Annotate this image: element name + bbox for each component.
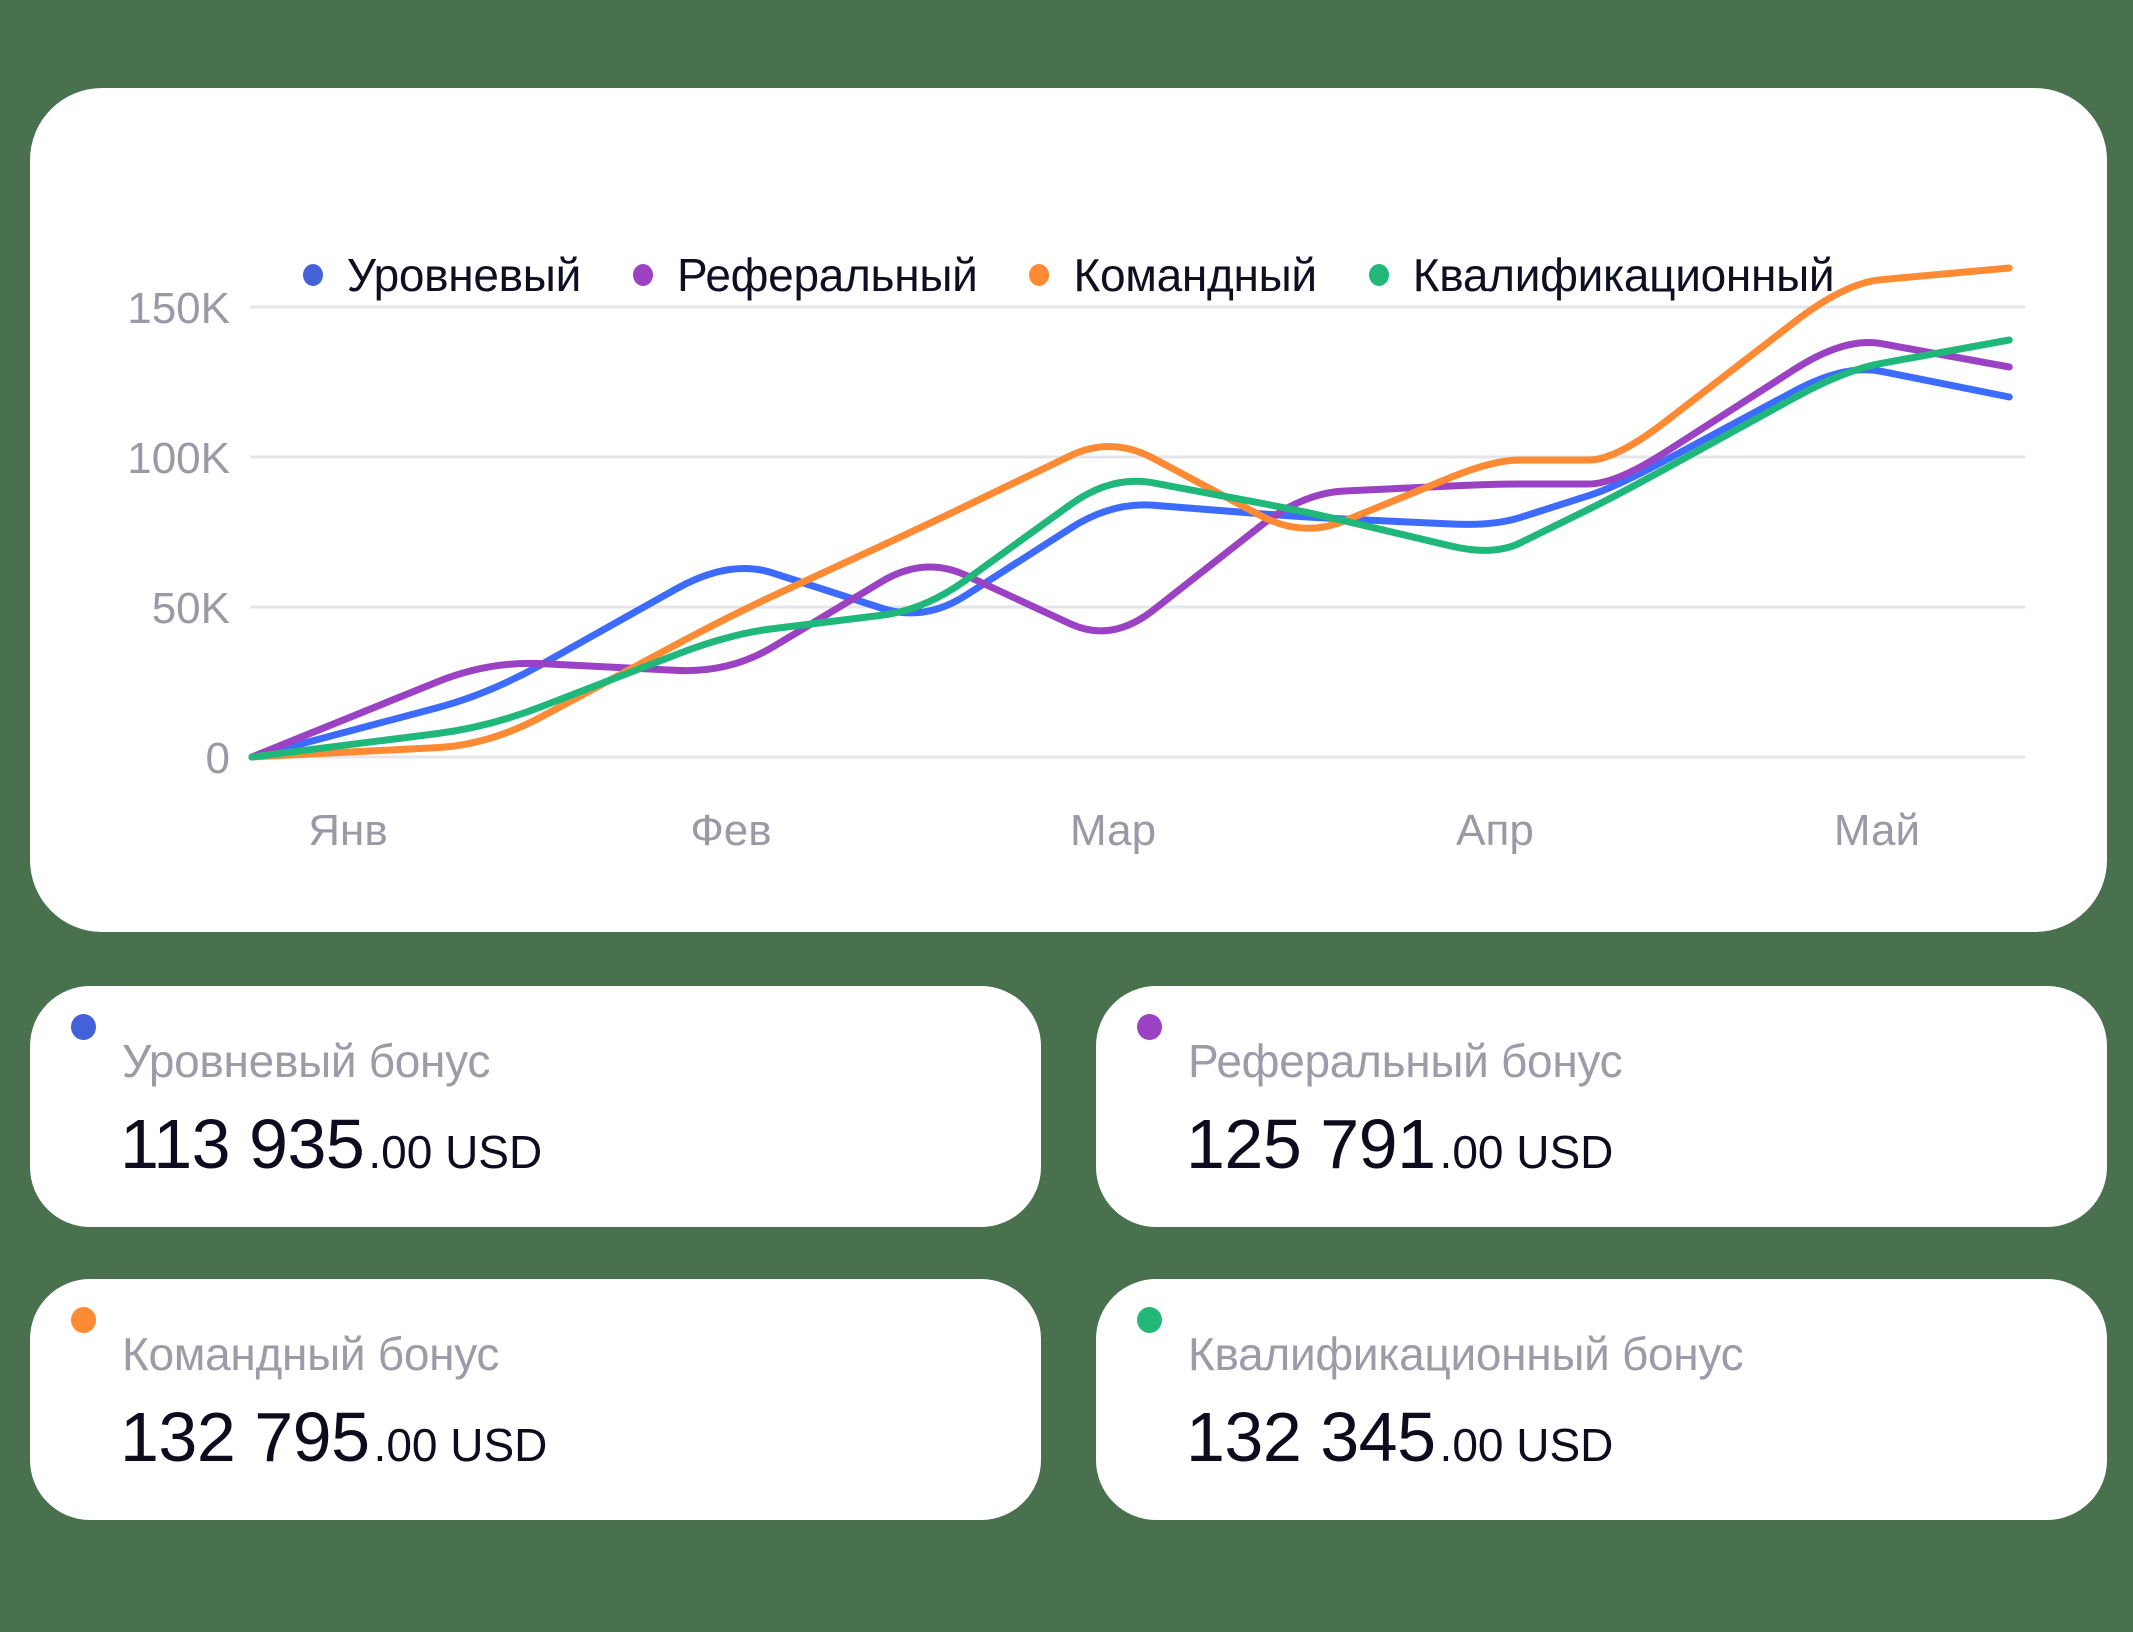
- legend-label: Реферальный: [676, 249, 978, 301]
- legend-item-qualification[interactable]: Квалификационный: [1368, 248, 1835, 302]
- series-line[interactable]: [248, 339, 2013, 761]
- series-line[interactable]: [248, 336, 2013, 761]
- card-amount: 113 935.00 USD: [120, 1104, 542, 1184]
- y-tick-label: 0: [206, 734, 230, 783]
- legend-dot-icon: [1029, 264, 1050, 286]
- legend-label: Квалификационный: [1412, 249, 1835, 301]
- card-amount: 132 795.00 USD: [120, 1397, 547, 1477]
- y-axis-ticks: 0 50K 100K 150K: [127, 284, 230, 783]
- status-dot-icon: [1137, 1014, 1162, 1040]
- y-tick-label: 100K: [127, 434, 230, 483]
- x-tick-label: Апр: [1456, 806, 1534, 855]
- x-axis-ticks: Янв Фев Мар Апр Май: [308, 806, 1920, 855]
- amount-fraction-currency: .00 USD: [368, 1126, 543, 1178]
- amount-integer: 125 791: [1186, 1105, 1436, 1183]
- status-dot-icon: [71, 1014, 96, 1040]
- chart-card: Уровневый Реферальный Командный Квалифик…: [30, 88, 2107, 932]
- amount-fraction-currency: .00 USD: [373, 1419, 548, 1471]
- amount-fraction-currency: .00 USD: [1439, 1126, 1614, 1178]
- card-label: Уровневый бонус: [122, 1035, 491, 1087]
- amount-fraction-currency: .00 USD: [1439, 1419, 1614, 1471]
- series-line[interactable]: [248, 366, 2013, 761]
- bonus-card-referral: Реферальный бонус 125 791.00 USD: [1096, 986, 2107, 1227]
- status-dot-icon: [71, 1307, 96, 1333]
- y-tick-label: 50K: [152, 584, 230, 633]
- card-label: Квалификационный бонус: [1188, 1328, 1744, 1380]
- x-tick-label: Янв: [308, 806, 387, 855]
- card-label: Командный бонус: [122, 1328, 500, 1380]
- status-dot-icon: [1137, 1307, 1162, 1333]
- amount-integer: 132 795: [120, 1398, 370, 1476]
- legend-item-referral[interactable]: Реферальный: [632, 248, 978, 302]
- series-line[interactable]: [248, 264, 2013, 761]
- chart-gridlines: [250, 305, 2025, 759]
- legend-label: Уровневый: [346, 249, 582, 301]
- x-tick-label: Фев: [690, 806, 771, 855]
- bonus-card-qualification: Квалификационный бонус 132 345.00 USD: [1096, 1279, 2107, 1520]
- y-tick-label: 150K: [127, 284, 230, 333]
- bonus-card-level: Уровневый бонус 113 935.00 USD: [30, 986, 1041, 1227]
- bonus-card-team: Командный бонус 132 795.00 USD: [30, 1279, 1041, 1520]
- chart-series-lines: [248, 264, 2013, 761]
- card-amount: 132 345.00 USD: [1186, 1397, 1613, 1477]
- legend-dot-icon: [302, 264, 323, 286]
- amount-integer: 113 935: [120, 1105, 365, 1183]
- legend-dot-icon: [1368, 264, 1389, 286]
- x-tick-label: Мар: [1070, 806, 1156, 855]
- legend-item-level[interactable]: Уровневый: [302, 248, 582, 302]
- amount-integer: 132 345: [1186, 1398, 1436, 1476]
- card-amount: 125 791.00 USD: [1186, 1104, 1613, 1184]
- chart-legend: Уровневый Реферальный Командный Квалифик…: [30, 248, 2107, 302]
- legend-dot-icon: [632, 264, 653, 286]
- card-label: Реферальный бонус: [1188, 1035, 1623, 1087]
- legend-label: Командный: [1073, 249, 1317, 301]
- legend-item-team[interactable]: Командный: [1029, 248, 1317, 302]
- line-chart-plot: 0 50K 100K 150K Янв Фев Мар Апр Май: [127, 264, 2025, 855]
- x-tick-label: Май: [1834, 806, 1920, 855]
